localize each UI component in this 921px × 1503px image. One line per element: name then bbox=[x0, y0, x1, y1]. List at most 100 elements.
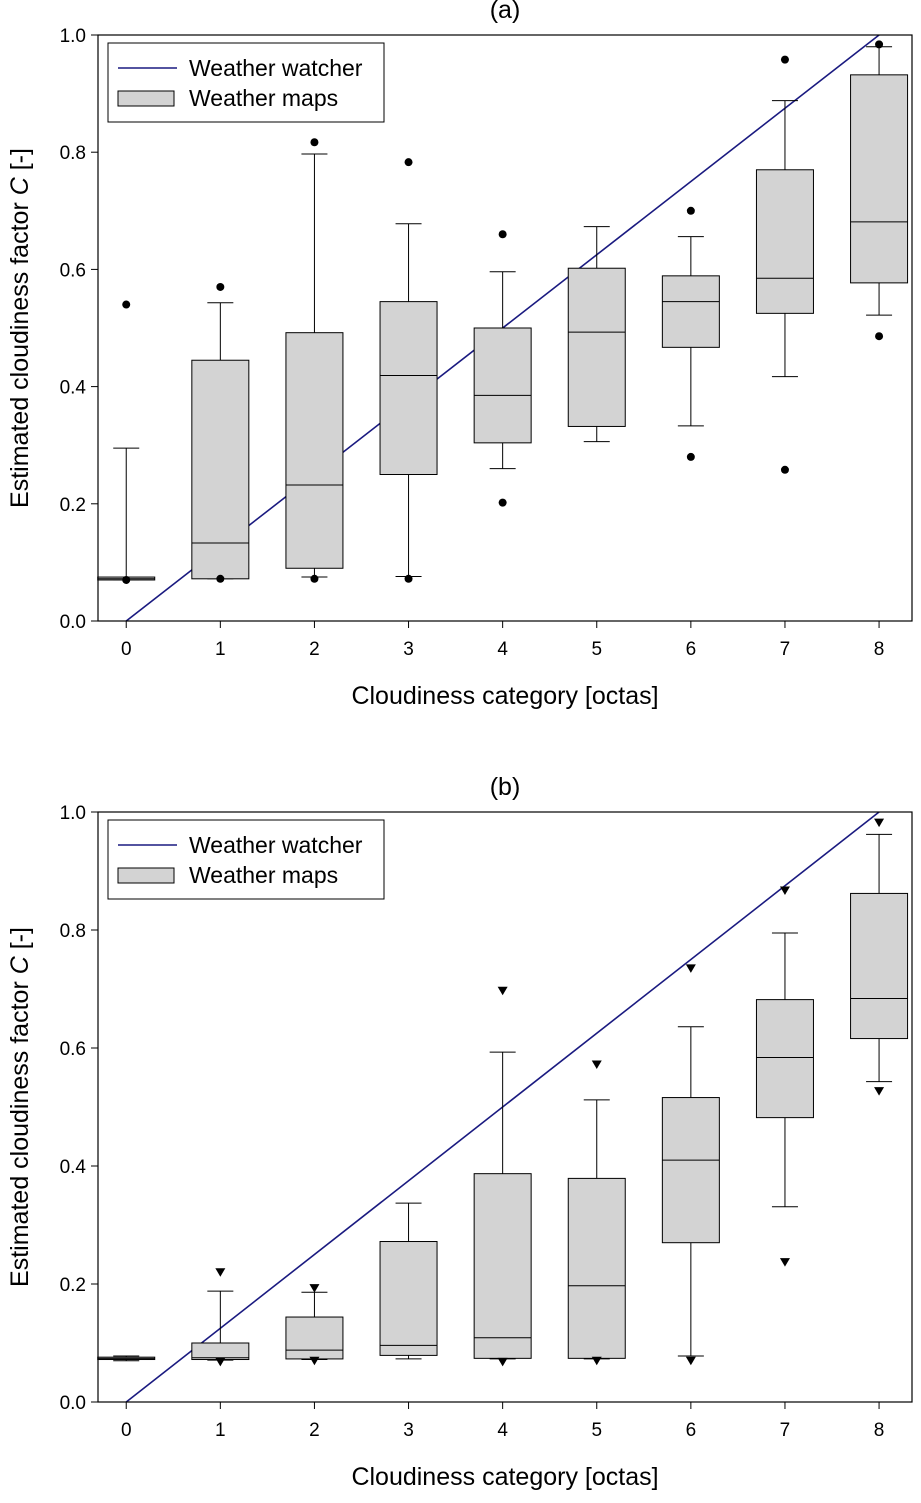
box-category-7 bbox=[755, 886, 814, 1267]
legend: Weather watcher Weather maps bbox=[107, 819, 385, 900]
x-tick-label: 8 bbox=[874, 639, 885, 660]
outlier-point bbox=[874, 1087, 885, 1096]
y-axis-label: Estimated cloudiness factor C [-] bbox=[6, 927, 34, 1287]
box-iqr bbox=[850, 74, 909, 284]
x-tick-label: 4 bbox=[497, 639, 508, 660]
box-iqr bbox=[473, 327, 532, 444]
y-axis-label: Estimated cloudiness factor C [-] bbox=[6, 148, 34, 508]
chart-panel-b: (b) 0.0 0.2 0.4 0.6 0.8 1.0 0 1 2 3 4 5 6 7 8 Cloudiness… bbox=[6, 773, 913, 1491]
box-iqr bbox=[191, 1342, 250, 1361]
box-category-6 bbox=[661, 206, 720, 461]
outlier-point bbox=[875, 332, 884, 341]
y-tick-label: 0.6 bbox=[60, 260, 86, 281]
y-tick-label: 1.0 bbox=[60, 803, 86, 824]
outlier-point bbox=[310, 574, 319, 583]
outlier-point bbox=[591, 1060, 602, 1070]
x-axis-label: Cloudiness category [octas] bbox=[351, 1463, 658, 1491]
chart-title: (a) bbox=[490, 0, 521, 24]
y-tick-label: 0.8 bbox=[60, 921, 86, 942]
legend-label-weather-watcher: Weather watcher bbox=[189, 832, 363, 858]
x-tick-label: 8 bbox=[874, 1420, 885, 1441]
x-tick-label: 5 bbox=[591, 639, 602, 660]
x-tick-label: 7 bbox=[780, 1420, 791, 1441]
outlier-point bbox=[875, 40, 884, 49]
x-tick-label: 6 bbox=[686, 639, 697, 660]
outlier-point bbox=[404, 574, 413, 583]
box-iqr bbox=[755, 169, 814, 314]
y-tick-label: 0.0 bbox=[60, 1393, 86, 1414]
outlier-point bbox=[685, 964, 696, 973]
x-tick-label: 0 bbox=[121, 1420, 132, 1441]
legend-box-swatch bbox=[117, 90, 175, 107]
outlier-point bbox=[309, 1284, 320, 1293]
box-iqr bbox=[661, 1097, 720, 1244]
y-tick-label: 0.4 bbox=[60, 378, 87, 399]
x-tick-label: 3 bbox=[403, 639, 414, 660]
outlier-point bbox=[779, 886, 790, 895]
box-category-5 bbox=[567, 226, 626, 443]
outlier-point bbox=[122, 575, 131, 584]
box-category-0 bbox=[97, 1355, 156, 1362]
outlier-point bbox=[685, 1356, 696, 1366]
outlier-point bbox=[779, 1258, 790, 1267]
plot-frame bbox=[97, 811, 913, 1403]
y-tick-label: 0.4 bbox=[60, 1157, 87, 1178]
legend-box bbox=[107, 42, 385, 123]
y-axis-label-unit: [-] bbox=[6, 148, 34, 177]
y-axis-label-symbol: C bbox=[6, 955, 34, 974]
chart-panel-a: (a) 0.0 0.2 0.4 0.6 0.8 1.0 0 1 2 3 4 5 6 7 8 Cloudiness… bbox=[6, 0, 913, 710]
y-tick-label: 0.8 bbox=[60, 143, 86, 164]
outlier-point bbox=[498, 498, 507, 507]
outlier-point bbox=[686, 206, 695, 215]
box-category-4 bbox=[473, 230, 532, 507]
x-tick-label: 6 bbox=[686, 1420, 697, 1441]
x-tick-label: 4 bbox=[497, 1420, 508, 1441]
x-tick-label: 1 bbox=[215, 639, 226, 660]
outlier-point bbox=[780, 55, 789, 64]
box-iqr bbox=[379, 1241, 438, 1356]
x-axis-label: Cloudiness category [octas] bbox=[351, 682, 658, 710]
box-category-2 bbox=[285, 1284, 344, 1366]
box-iqr bbox=[285, 1316, 344, 1360]
box-category-0 bbox=[97, 300, 156, 584]
box-category-5 bbox=[567, 1060, 626, 1366]
outlier-point bbox=[874, 818, 885, 828]
x-tick-label: 2 bbox=[309, 639, 320, 660]
box-iqr bbox=[285, 332, 344, 569]
plot-frame bbox=[97, 34, 913, 622]
outlier-point bbox=[215, 1268, 226, 1277]
y-axis-label-text: Estimated cloudiness factor bbox=[6, 195, 34, 508]
legend-box-swatch bbox=[117, 867, 175, 884]
box-iqr bbox=[661, 275, 720, 348]
y-axis-label-symbol: C bbox=[6, 176, 34, 195]
x-tick-label: 0 bbox=[121, 639, 132, 660]
x-tick-label: 3 bbox=[403, 1420, 414, 1441]
outlier-point bbox=[497, 1357, 508, 1367]
box-iqr bbox=[567, 267, 626, 427]
y-tick-label: 0.2 bbox=[60, 495, 86, 516]
box-iqr bbox=[191, 359, 250, 580]
y-tick-label: 1.0 bbox=[60, 26, 86, 47]
outlier-point bbox=[216, 574, 225, 583]
box-category-8 bbox=[850, 40, 909, 341]
box-category-2 bbox=[285, 138, 344, 583]
box-category-7 bbox=[755, 55, 814, 474]
box-category-8 bbox=[850, 818, 909, 1096]
outlier-point bbox=[780, 465, 789, 474]
outlier-point bbox=[591, 1356, 602, 1366]
outlier-point bbox=[309, 1356, 320, 1366]
box-iqr bbox=[379, 301, 438, 475]
outlier-point bbox=[404, 158, 413, 167]
box-iqr bbox=[473, 1173, 532, 1359]
outlier-point bbox=[215, 1357, 226, 1367]
y-tick-label: 0.2 bbox=[60, 1275, 86, 1296]
box-iqr bbox=[567, 1177, 626, 1359]
outlier-point bbox=[216, 282, 225, 291]
box-category-6 bbox=[661, 964, 720, 1366]
outlier-point bbox=[497, 986, 508, 996]
y-axis-label-unit: [-] bbox=[6, 927, 34, 956]
box-category-3 bbox=[379, 1202, 438, 1360]
y-tick-label: 0.0 bbox=[60, 612, 86, 633]
legend-label-weather-maps: Weather maps bbox=[189, 85, 338, 111]
